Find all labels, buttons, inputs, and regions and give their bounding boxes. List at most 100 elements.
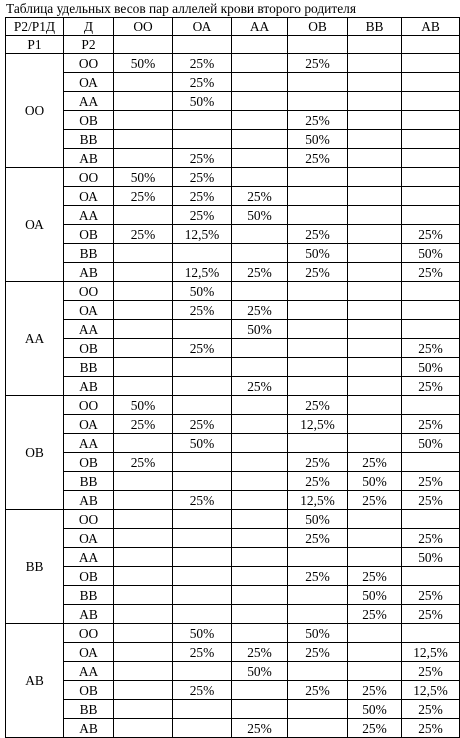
value-cell-bb (347, 281, 402, 301)
p1-group-label: ОА (5, 167, 64, 282)
value-cell-aa (231, 566, 288, 586)
value-cell-oa (172, 604, 232, 624)
value-cell-oa: 25% (172, 490, 232, 510)
value-cell-aa: 50% (231, 319, 288, 339)
table-row: АВ 25% 12,5% 25% 25% (6, 490, 460, 510)
value-cell-oo (113, 585, 173, 605)
value-cell-bb (347, 642, 402, 662)
p1-group-label: АВ (5, 623, 64, 738)
value-cell-oo (113, 338, 173, 358)
value-cell-ab: 25% (401, 414, 460, 434)
value-cell-oa (172, 718, 232, 738)
value-cell-aa (231, 129, 288, 149)
table-row: ВВ 50% (6, 129, 460, 149)
value-cell-oo (113, 566, 173, 586)
table-row: ОВ 25% 25% 25% (6, 452, 460, 472)
value-cell-oo: 50% (113, 167, 173, 187)
p2-row-label: АА (63, 433, 114, 453)
value-cell-oa: 25% (172, 414, 232, 434)
value-cell-ab: 25% (401, 471, 460, 491)
value-cell-oa (172, 699, 232, 719)
value-cell-aa (231, 414, 288, 434)
value-cell-ab: 25% (401, 490, 460, 510)
value-cell-bb (347, 262, 402, 282)
value-cell-oa: 50% (172, 91, 232, 111)
value-cell-oo (113, 281, 173, 301)
value-cell-bb: 50% (347, 585, 402, 605)
value-cell-aa (231, 433, 288, 453)
value-cell-oa (172, 509, 232, 529)
value-cell-aa (231, 623, 288, 643)
table-row: АА 50% 25% (6, 661, 460, 681)
value-cell-ab (401, 72, 460, 92)
p2-row-label: АВ (63, 262, 114, 282)
value-cell-ob: 25% (287, 452, 348, 472)
value-cell-ob (287, 319, 348, 339)
p1-group-label: ОВ (5, 395, 64, 510)
p2-row-label: ОВ (63, 224, 114, 244)
table-row: ВВ 50% 25% (6, 585, 460, 605)
table-row: ОА 25% 25% 25% (6, 186, 460, 206)
value-cell-oo: 25% (113, 414, 173, 434)
value-cell-aa (231, 699, 288, 719)
p2-row-label: ВВ (63, 699, 114, 719)
table-row: ВВ 50% 25% (6, 699, 460, 719)
value-cell-oo: 25% (113, 224, 173, 244)
value-cell-aa: 25% (231, 642, 288, 662)
value-cell-ab (401, 205, 460, 225)
value-cell-oo (113, 243, 173, 263)
p2-row-label: АВ (63, 148, 114, 168)
value-cell-oo (113, 91, 173, 111)
table-row: ОВ 25% 25% (6, 338, 460, 358)
value-cell-ob: 50% (287, 243, 348, 263)
value-cell-aa (231, 281, 288, 301)
value-cell-ob (287, 699, 348, 719)
p2-row-label: ОО (63, 167, 114, 187)
table-row: АА 50% 50% (6, 433, 460, 453)
value-cell-ob (287, 604, 348, 624)
value-cell-aa: 25% (231, 300, 288, 320)
value-cell-ab (401, 129, 460, 149)
value-cell-ob (287, 433, 348, 453)
value-cell-oa: 25% (172, 53, 232, 73)
value-cell-bb: 25% (347, 490, 402, 510)
p1-group-label: АА (5, 281, 64, 396)
value-cell-ab (401, 110, 460, 130)
value-cell-ab: 25% (401, 262, 460, 282)
value-cell-ob (287, 661, 348, 681)
value-cell-oa (172, 585, 232, 605)
value-cell-oa (172, 376, 232, 396)
p2-row-label: АВ (63, 376, 114, 396)
p2-row-label: ОО (63, 509, 114, 529)
value-cell-ob (287, 72, 348, 92)
value-cell-ab (401, 186, 460, 206)
value-cell-oo (113, 718, 173, 738)
p1-group-label: ОО (5, 53, 64, 168)
value-cell-ob (287, 167, 348, 187)
value-cell-bb (347, 547, 402, 567)
value-cell-ab (401, 281, 460, 301)
table-row: ОА 25% 25% 12,5% 25% (6, 414, 460, 434)
value-cell-aa: 25% (231, 718, 288, 738)
table-row: ОВ 25% 25% (6, 566, 460, 586)
value-cell-oa: 50% (172, 623, 232, 643)
value-cell-oa: 25% (172, 148, 232, 168)
p2-row-label: ОА (63, 300, 114, 320)
value-cell-oa (172, 471, 232, 491)
p2-row-label: ВВ (63, 357, 114, 377)
p2-row-label: ВВ (63, 129, 114, 149)
value-cell-ob (287, 357, 348, 377)
child-column-header: Д (63, 17, 114, 36)
value-cell-aa (231, 452, 288, 472)
value-cell-oo (113, 129, 173, 149)
value-cell-aa (231, 490, 288, 510)
value-cell-ob: 25% (287, 148, 348, 168)
value-cell-oa: 25% (172, 680, 232, 700)
value-cell-aa (231, 72, 288, 92)
value-cell-bb: 50% (347, 699, 402, 719)
value-cell-ab: 50% (401, 433, 460, 453)
column-header-ob: ОВ (287, 17, 348, 36)
p2-row-label: ОА (63, 186, 114, 206)
value-cell-aa (231, 509, 288, 529)
value-cell-ab: 12,5% (401, 680, 460, 700)
